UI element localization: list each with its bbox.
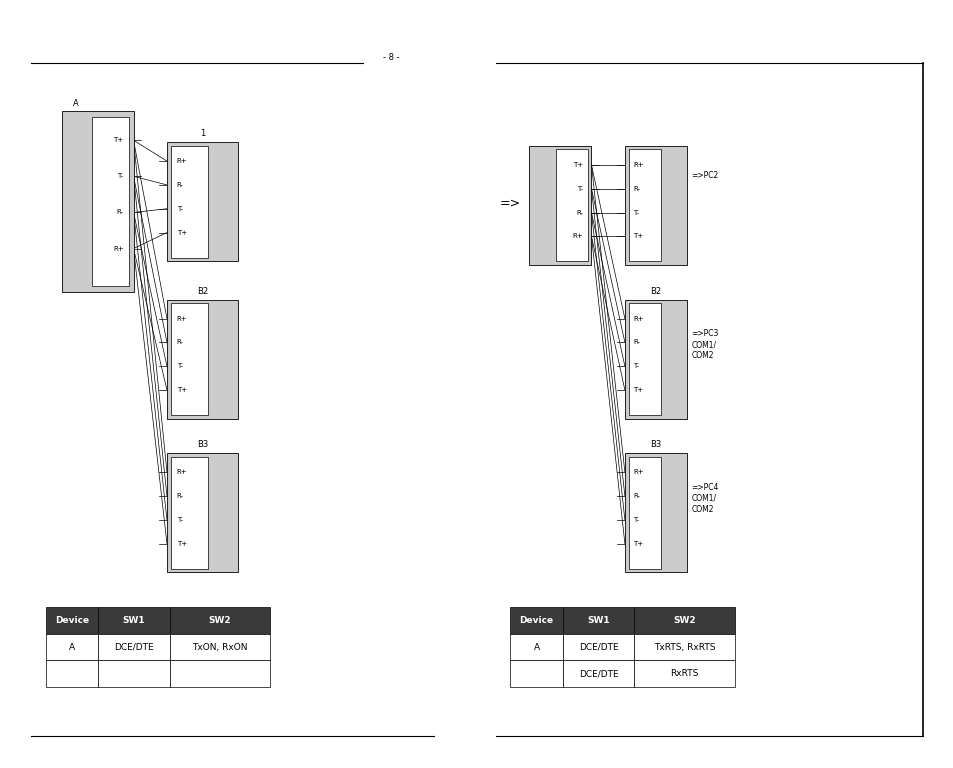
Text: T-: T- [117, 174, 124, 180]
Text: B3: B3 [197, 440, 208, 449]
Bar [46, 607, 98, 634]
Text: A: A [69, 643, 75, 651]
Text: R+: R+ [633, 162, 643, 168]
Text: IC-485: IC-485 [630, 402, 658, 412]
Text: TxRTS, RxRTS: TxRTS, RxRTS [653, 643, 715, 651]
Text: R+: R+ [572, 233, 582, 240]
Bar [628, 150, 660, 261]
Text: T-: T- [633, 517, 639, 523]
Text: R+: R+ [176, 158, 187, 164]
Text: A: A [533, 643, 539, 651]
Bar [624, 453, 686, 572]
Text: =>PC2: =>PC2 [691, 171, 719, 180]
Text: T+: T+ [572, 162, 582, 168]
Bar [628, 457, 660, 568]
Bar [510, 607, 562, 634]
Text: T+: T+ [176, 387, 187, 393]
Text: B3: B3 [650, 440, 660, 449]
Text: R-: R- [576, 210, 582, 216]
Text: B2: B2 [197, 286, 208, 296]
Text: R-: R- [633, 186, 639, 192]
Text: T+: T+ [633, 233, 643, 240]
Bar [562, 607, 634, 634]
Text: R-: R- [176, 182, 184, 188]
Text: T-: T- [633, 363, 639, 369]
Text: R+: R+ [113, 246, 124, 252]
Text: SW1: SW1 [123, 616, 145, 624]
Bar [167, 453, 238, 572]
Text: Device: Device [519, 616, 553, 624]
Bar [171, 303, 208, 415]
Text: =>PC3
COM1/
COM2: =>PC3 COM1/ COM2 [691, 329, 719, 360]
Text: R-: R- [116, 210, 124, 216]
Text: T-: T- [577, 186, 582, 192]
Text: Device: Device [55, 616, 89, 624]
Bar [624, 300, 686, 419]
Bar [529, 146, 591, 265]
Bar [46, 660, 98, 687]
Text: R-: R- [176, 493, 184, 499]
Text: =>PC4
COM1/
COM2: =>PC4 COM1/ COM2 [691, 483, 719, 514]
Bar [510, 634, 562, 660]
Text: DCE/DTE: DCE/DTE [578, 670, 618, 678]
Bar [91, 117, 130, 286]
Text: B2: B2 [650, 286, 660, 296]
Bar [167, 142, 238, 261]
Bar [167, 300, 238, 419]
Text: SW1: SW1 [587, 616, 609, 624]
Text: IC-485: IC-485 [97, 272, 124, 281]
Text: IC-485: IC-485 [630, 249, 658, 258]
Bar [634, 634, 734, 660]
Text: R+: R+ [633, 469, 643, 475]
Bar [98, 660, 170, 687]
Text: R+: R+ [176, 316, 187, 322]
Text: R-: R- [176, 339, 184, 346]
Bar [170, 660, 270, 687]
Text: R+: R+ [176, 469, 187, 475]
Text: T+: T+ [176, 230, 187, 236]
Text: R-: R- [633, 493, 639, 499]
Bar [98, 634, 170, 660]
Text: IC-485: IC-485 [176, 556, 203, 565]
Text: A: A [72, 98, 78, 108]
Text: T+: T+ [176, 541, 187, 547]
Bar [170, 607, 270, 634]
Bar [634, 660, 734, 687]
Text: IC-485: IC-485 [176, 402, 203, 412]
Text: =>: => [499, 197, 520, 210]
Text: - 8 -: - 8 - [382, 53, 399, 62]
Bar [62, 111, 133, 292]
Text: TxON, RxON: TxON, RxON [192, 643, 248, 651]
Text: 1: 1 [200, 129, 205, 138]
Bar [555, 150, 587, 261]
Text: T-: T- [633, 210, 639, 216]
Text: T-: T- [176, 206, 183, 212]
Text: IC-485: IC-485 [558, 249, 585, 258]
Text: IC-485: IC-485 [176, 245, 203, 254]
Bar [171, 457, 208, 568]
Text: T-: T- [176, 517, 183, 523]
Text: SW2: SW2 [673, 616, 695, 624]
Text: DCE/DTE: DCE/DTE [578, 643, 618, 651]
Bar [46, 634, 98, 660]
Bar [98, 607, 170, 634]
Bar [634, 607, 734, 634]
Text: T+: T+ [633, 387, 643, 393]
Text: RxRTS: RxRTS [670, 670, 698, 678]
Bar [171, 146, 208, 257]
Bar [562, 660, 634, 687]
Text: SW2: SW2 [209, 616, 231, 624]
Text: R-: R- [633, 339, 639, 346]
Text: T+: T+ [633, 541, 643, 547]
Bar [562, 634, 634, 660]
Text: T-: T- [176, 363, 183, 369]
Bar [624, 146, 686, 265]
Text: IC-485: IC-485 [630, 556, 658, 565]
Text: R+: R+ [633, 316, 643, 322]
Bar [628, 303, 660, 415]
Text: T+: T+ [113, 137, 124, 144]
Text: DCE/DTE: DCE/DTE [114, 643, 153, 651]
Bar [510, 660, 562, 687]
Bar [170, 634, 270, 660]
